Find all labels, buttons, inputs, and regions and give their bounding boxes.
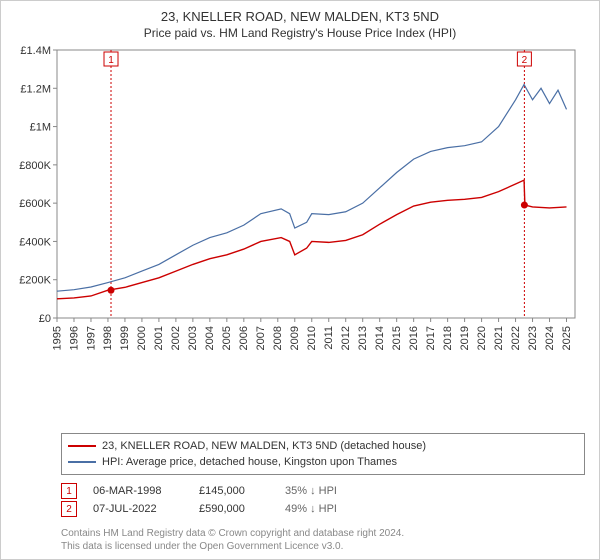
svg-text:2013: 2013 [357,326,369,350]
svg-text:2007: 2007 [255,326,267,350]
svg-text:1999: 1999 [119,326,131,350]
svg-text:2008: 2008 [272,326,284,350]
svg-text:£0: £0 [39,313,51,325]
svg-text:1997: 1997 [85,326,97,350]
svg-text:2009: 2009 [289,326,301,350]
svg-text:2002: 2002 [170,326,182,350]
svg-text:£800K: £800K [19,160,51,172]
footer-line-1: Contains HM Land Registry data © Crown c… [61,527,585,540]
svg-text:2004: 2004 [204,326,216,350]
svg-text:2017: 2017 [425,326,437,350]
svg-text:2020: 2020 [476,326,488,350]
svg-text:2015: 2015 [391,326,403,350]
svg-text:2018: 2018 [442,326,454,350]
svg-text:2016: 2016 [408,326,420,350]
legend-label-property: 23, KNELLER ROAD, NEW MALDEN, KT3 5ND (d… [102,438,426,454]
svg-text:2019: 2019 [459,326,471,350]
svg-text:£200K: £200K [19,275,51,287]
event-price-1: £145,000 [199,485,269,497]
svg-text:2012: 2012 [340,326,352,350]
svg-text:1: 1 [108,55,114,66]
svg-text:2005: 2005 [221,326,233,350]
event-badge-1: 1 [61,483,77,499]
footer-line-2: This data is licensed under the Open Gov… [61,540,585,553]
svg-text:2000: 2000 [136,326,148,350]
svg-text:£400K: £400K [19,236,51,248]
svg-text:1995: 1995 [51,326,63,350]
event-badge-2: 2 [61,501,77,517]
event-date-1: 06-MAR-1998 [93,485,183,497]
legend-label-hpi: HPI: Average price, detached house, King… [102,454,397,470]
svg-text:2001: 2001 [153,326,165,350]
svg-text:£600K: £600K [19,198,51,210]
legend-swatch-property [68,445,96,447]
title-line-1: 23, KNELLER ROAD, NEW MALDEN, KT3 5ND [1,9,599,24]
svg-text:2022: 2022 [510,326,522,350]
event-hpi-1: 35% ↓ HPI [285,485,337,497]
svg-text:2: 2 [522,55,528,66]
event-price-2: £590,000 [199,503,269,515]
svg-text:£1.4M: £1.4M [20,45,51,57]
event-date-2: 07-JUL-2022 [93,503,183,515]
svg-text:2023: 2023 [527,326,539,350]
svg-text:2006: 2006 [238,326,250,350]
svg-text:2021: 2021 [493,326,505,350]
svg-text:1996: 1996 [68,326,80,350]
footer: Contains HM Land Registry data © Crown c… [61,527,585,553]
event-hpi-2: 49% ↓ HPI [285,503,337,515]
svg-text:£1.2M: £1.2M [20,83,51,95]
legend: 23, KNELLER ROAD, NEW MALDEN, KT3 5ND (d… [61,433,585,475]
svg-text:1998: 1998 [102,326,114,350]
title-line-2: Price paid vs. HM Land Registry's House … [1,26,599,40]
svg-text:2003: 2003 [187,326,199,350]
events-table: 1 06-MAR-1998 £145,000 35% ↓ HPI 2 07-JU… [61,481,585,519]
svg-text:2025: 2025 [561,326,573,350]
svg-text:2011: 2011 [323,326,335,350]
svg-text:£1M: £1M [30,122,51,134]
price-chart: £0 £200K £400K £600K £800K £1M £1.2M £1.4M 1995 1… [7,44,585,364]
legend-swatch-hpi [68,461,96,463]
svg-text:2010: 2010 [306,326,318,350]
svg-text:2024: 2024 [544,326,556,350]
svg-text:2014: 2014 [374,326,386,350]
